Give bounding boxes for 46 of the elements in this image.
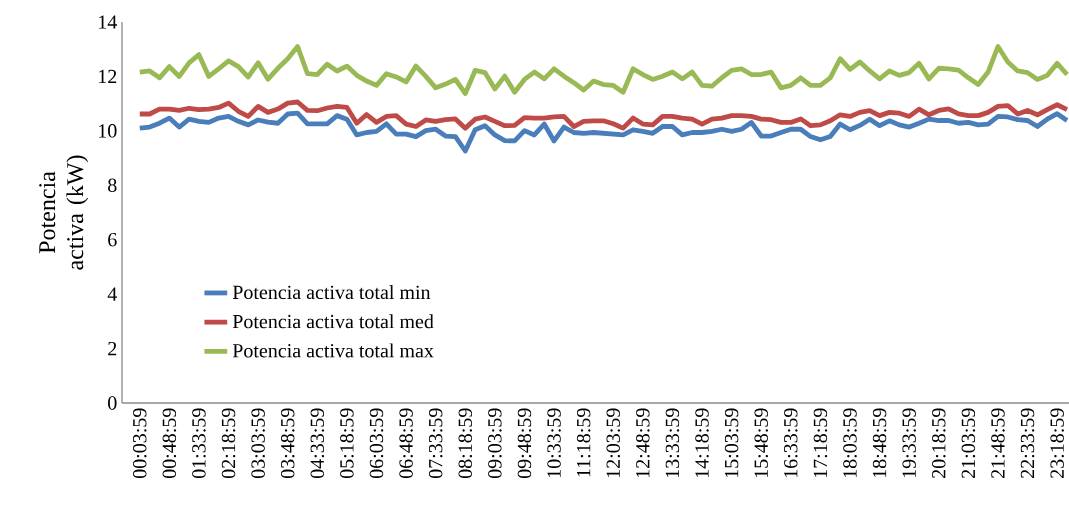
- x-tick-label: 20:18:59: [932, 408, 946, 478]
- x-tick-label: 06:03:59: [369, 408, 384, 479]
- x-tick-label: 23:18:59: [1050, 408, 1064, 478]
- y-tick-label: 2: [108, 341, 117, 356]
- x-tick-label: 19:33:59: [902, 408, 916, 478]
- x-tick-label: 21:03:59: [961, 408, 976, 478]
- x-tick-label: 15:03:59: [724, 408, 739, 478]
- x-tick-label: 17:18:59: [813, 408, 828, 478]
- x-tick-label: 14:18:59: [695, 408, 709, 478]
- x-tick-label: 21:48:59: [991, 408, 1005, 478]
- x-tick-label: 08:18:59: [458, 408, 473, 479]
- legend-label: Potencia activa total med: [232, 314, 434, 329]
- x-tick-label: 15:48:59: [754, 408, 769, 478]
- line-series: [137, 44, 1069, 96]
- y-tick-label: 6: [108, 233, 117, 247]
- y-tick-label: 0: [108, 396, 117, 410]
- legend-label: Potencia activa total max: [232, 343, 434, 358]
- line-series: [137, 99, 1069, 131]
- x-tick-label: 11:18:59: [576, 408, 591, 477]
- legend-label: Potencia activa total min: [232, 285, 431, 300]
- x-tick-label: 03:03:59: [251, 408, 265, 479]
- x-tick-label: 13:33:59: [665, 408, 680, 478]
- y-axis-title: Potencia activa (kW): [39, 155, 89, 270]
- x-tick-label: 07:33:59: [428, 408, 443, 479]
- x-tick-label: 00:48:59: [162, 408, 177, 479]
- y-tick-label: 12: [99, 69, 117, 84]
- x-tick-label: 09:03:59: [488, 408, 502, 479]
- x-tick-label: 06:48:59: [399, 408, 413, 479]
- y-tick-label: 4: [107, 287, 117, 301]
- x-tick-label: 10:33:59: [547, 408, 561, 478]
- x-tick-label: 01:33:59: [192, 408, 206, 479]
- x-tick-label: 22:33:59: [1020, 408, 1035, 478]
- x-tick-label: 12:03:59: [606, 408, 621, 478]
- y-tick-label: 8: [108, 178, 117, 193]
- y-tick-label: 10: [99, 124, 117, 138]
- x-tick-label: 18:48:59: [872, 408, 887, 478]
- x-tick-label: 09:48:59: [517, 408, 532, 479]
- x-tick-label: 03:48:59: [280, 408, 295, 479]
- x-tick-label: 16:33:59: [784, 408, 798, 478]
- x-tick-label: 04:33:59: [310, 408, 325, 479]
- x-tick-label: 18:03:59: [843, 408, 857, 478]
- y-tick-label: 14: [99, 15, 117, 29]
- x-tick-label: 05:18:59: [340, 408, 354, 479]
- x-tick-label: 00:03:59: [132, 408, 147, 479]
- x-tick-label: 12:48:59: [636, 408, 650, 478]
- x-tick-label: 02:18:59: [221, 408, 236, 479]
